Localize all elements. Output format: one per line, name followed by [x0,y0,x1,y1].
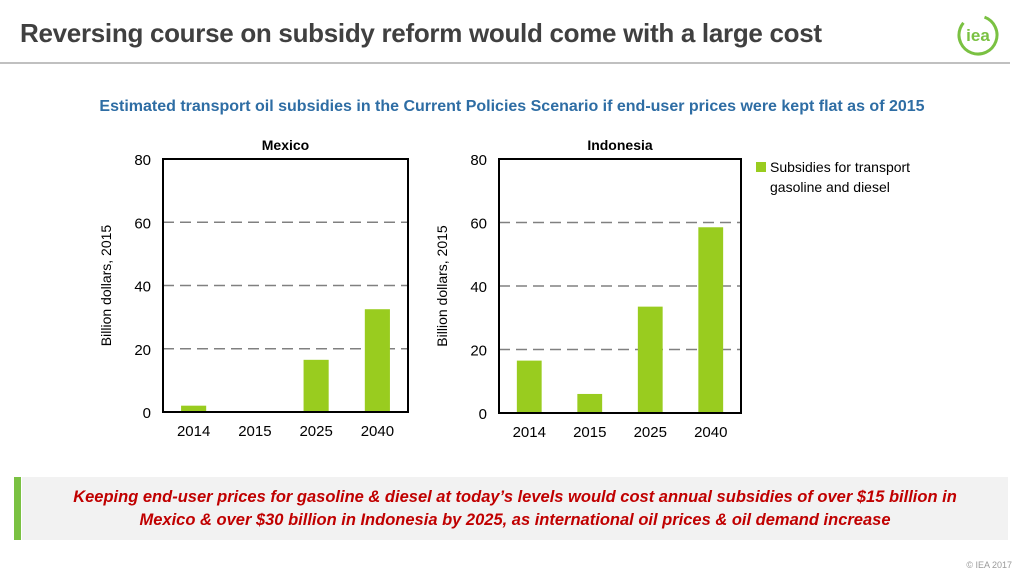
y-tick-indonesia-40: 40 [470,279,487,296]
y-tick-indonesia-60: 60 [470,216,487,233]
legend-swatch [756,162,766,172]
bar-mexico-2025 [303,359,329,412]
x-tick-mexico-2025: 2025 [299,423,332,440]
legend-label-line1: Subsidies for transport [770,159,910,175]
bar-mexico-2040 [364,309,390,412]
page-title: Reversing course on subsidy reform would… [20,18,822,48]
copyright-footer: © IEA 2017 [966,560,1012,570]
y-tick-mexico-20: 20 [134,342,151,359]
y-tick-mexico-80: 80 [134,152,151,169]
y-axis-label-indonesia: Billion dollars, 2015 [434,225,450,347]
title-divider [0,62,1010,64]
y-tick-mexico-60: 60 [134,215,151,232]
logo-text: iea [966,26,990,45]
x-tick-indonesia-2025: 2025 [634,424,667,441]
x-tick-mexico-2014: 2014 [177,423,210,440]
chart-title-mexico: Mexico [262,137,309,153]
x-tick-indonesia-2014: 2014 [513,424,546,441]
iea-logo-icon: iea [957,14,999,56]
bar-mexico-2014 [181,405,207,412]
callout-line-1: Keeping end-user prices for gasoline & d… [73,488,957,506]
x-tick-mexico-2040: 2040 [361,423,394,440]
plot-frame-mexico [162,158,409,413]
x-tick-mexico-2015: 2015 [238,423,271,440]
plot-frame-indonesia [498,158,742,414]
bar-indonesia-2014 [516,360,542,413]
chart-title-indonesia: Indonesia [587,137,653,153]
y-tick-indonesia-0: 0 [479,406,487,423]
chart-subtitle: Estimated transport oil subsidies in the… [99,98,925,115]
callout-line-2: Mexico & over $30 billion in Indonesia b… [139,511,891,529]
bar-indonesia-2040 [698,227,724,413]
legend-label-line2: gasoline and diesel [770,179,890,195]
x-tick-indonesia-2015: 2015 [573,424,606,441]
x-tick-indonesia-2040: 2040 [694,424,727,441]
y-tick-mexico-0: 0 [143,405,151,422]
y-tick-indonesia-20: 20 [470,343,487,360]
y-tick-mexico-40: 40 [134,279,151,296]
y-tick-indonesia-80: 80 [470,152,487,169]
callout-accent-bar [14,477,21,540]
bar-indonesia-2015 [577,393,603,413]
bar-indonesia-2025 [637,306,663,413]
key-message-callout: Keeping end-user prices for gasoline & d… [22,477,1008,540]
y-axis-label-mexico: Billion dollars, 2015 [98,225,114,347]
